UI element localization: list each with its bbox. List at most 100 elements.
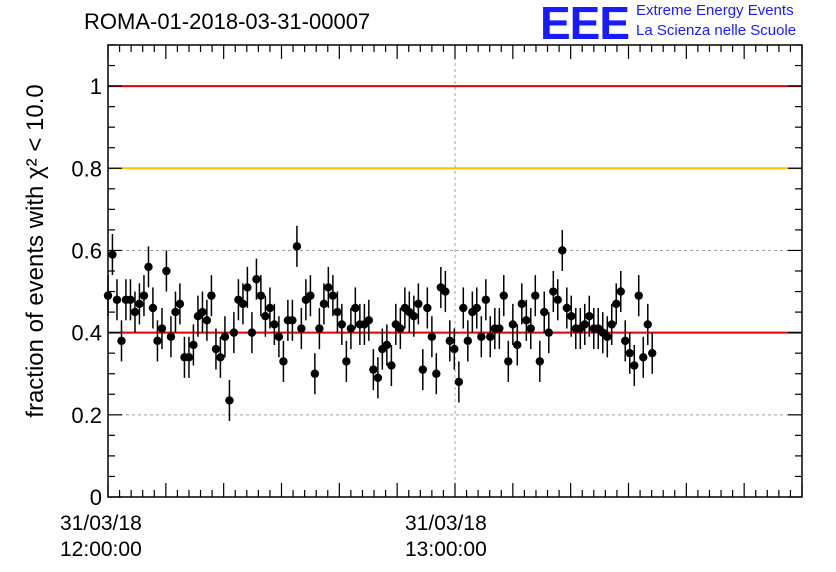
data-point: [544, 328, 553, 337]
data-point: [229, 328, 239, 337]
data-point: [535, 357, 545, 366]
data-point: [616, 287, 625, 296]
data-point: [387, 361, 396, 370]
y-ticks: 0 0.2 0.4 0.6 0.8 1: [71, 44, 802, 510]
data-point: [364, 316, 374, 325]
data-point: [256, 291, 266, 300]
data-point: [477, 332, 486, 341]
data-point: [261, 312, 270, 321]
chart-title: ROMA-01-2018-03-31-00007: [84, 9, 371, 34]
data-point: [243, 283, 252, 292]
data-point: [117, 336, 126, 346]
data-point: [513, 340, 522, 350]
data-point: [540, 307, 549, 317]
data-point: [486, 332, 495, 341]
eee-logo-mark: EEE: [540, 0, 630, 49]
x-tick-label-0: 31/03/18 12:00:00: [60, 511, 142, 563]
data-point: [603, 332, 612, 341]
data-point: [450, 344, 459, 354]
data-point: [454, 377, 464, 387]
data-point: [112, 295, 122, 304]
x-tick-label-1: 31/03/18 13:00:00: [405, 511, 487, 563]
data-point: [621, 336, 630, 346]
data-point: [373, 373, 383, 383]
data-point: [265, 303, 275, 313]
data-points: [103, 242, 657, 405]
data-point: [459, 303, 468, 313]
data-point: [463, 336, 473, 346]
x-tick-date-1: 31/03/18: [405, 512, 487, 535]
data-point: [414, 299, 423, 309]
data-point: [270, 320, 279, 329]
y-tick-label-0: 0: [90, 485, 102, 510]
y-tick-label-1: 0.2: [71, 403, 102, 428]
data-point: [441, 287, 450, 296]
data-point: [643, 320, 652, 329]
x-ticks: [107, 45, 803, 497]
data-point: [211, 344, 221, 354]
data-point: [238, 299, 248, 309]
data-point: [225, 396, 234, 405]
y-tick-label-5: 1: [90, 74, 102, 99]
data-point: [396, 324, 405, 333]
logo-line-2: La Scienza nelle Scuole: [636, 22, 797, 39]
data-point: [315, 324, 324, 333]
data-point: [351, 303, 360, 313]
y-axis-label: fraction of events with χ² < 10.0: [22, 84, 49, 418]
data-point: [216, 353, 225, 362]
data-point: [288, 316, 297, 325]
grid-lines: [108, 45, 802, 497]
data-point: [328, 291, 338, 300]
data-point: [612, 299, 621, 309]
data-point: [585, 312, 594, 321]
data-point: [639, 353, 648, 362]
data-point: [531, 291, 540, 300]
data-point: [135, 299, 144, 309]
error-bars: [107, 225, 653, 421]
data-point: [139, 291, 149, 300]
data-point: [562, 303, 572, 313]
data-point: [558, 246, 567, 255]
data-point: [207, 291, 216, 300]
logo-line-1: Extreme Energy Events: [636, 2, 794, 19]
data-point: [567, 312, 576, 321]
data-point: [279, 357, 288, 366]
data-point: [292, 242, 302, 251]
y-tick-label-3: 0.6: [71, 238, 102, 263]
data-point: [333, 307, 342, 317]
data-point: [297, 324, 306, 333]
data-point: [495, 324, 504, 333]
data-point: [517, 299, 526, 309]
data-point: [157, 324, 167, 333]
data-point: [319, 299, 329, 309]
data-point: [630, 361, 639, 370]
y-tick-label-4: 0.8: [71, 156, 102, 181]
data-point: [162, 266, 171, 276]
data-point: [247, 328, 257, 337]
data-point: [306, 291, 315, 300]
data-point: [220, 332, 230, 341]
data-point: [423, 303, 432, 313]
data-point: [432, 369, 441, 378]
data-point: [189, 340, 198, 350]
data-point: [553, 295, 562, 304]
data-point: [504, 357, 513, 366]
data-point: [472, 303, 481, 313]
data-point: [346, 324, 356, 333]
data-point: [274, 332, 284, 341]
data-point: [337, 320, 347, 329]
data-point: [508, 320, 518, 329]
data-point: [549, 287, 558, 296]
data-point: [184, 353, 194, 362]
y-tick-label-2: 0.4: [71, 321, 102, 346]
data-point: [148, 303, 158, 313]
x-tick-time-1: 13:00:00: [405, 538, 487, 561]
data-point: [427, 332, 437, 341]
data-point: [324, 283, 333, 292]
data-point: [580, 320, 589, 329]
data-point: [522, 316, 531, 325]
data-point: [202, 316, 212, 325]
data-point: [445, 336, 454, 346]
data-point: [409, 312, 419, 321]
